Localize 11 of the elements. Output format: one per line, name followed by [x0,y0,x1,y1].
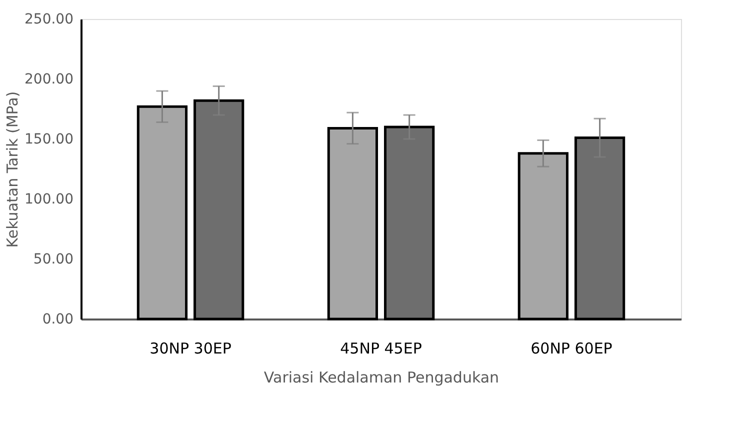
y-axis-title: Kekuatan Tarik (MPa) [4,91,22,248]
y-tick-label: 100.00 [24,192,74,208]
x-tick-label: 60NP 60EP [530,340,612,358]
x-tick-label: 45NP 45EP [340,340,422,358]
x-axis-title: Variasi Kedalaman Pengadukan [264,368,500,386]
y-tick-label: 150.00 [24,132,74,148]
y-tick-label: 200.00 [24,72,74,88]
y-tick-label: 0.00 [42,312,74,328]
x-tick-label: 30NP 30EP [150,340,232,358]
y-tick-label: 250.00 [24,12,74,28]
y-tick-label: 50.00 [33,252,74,268]
